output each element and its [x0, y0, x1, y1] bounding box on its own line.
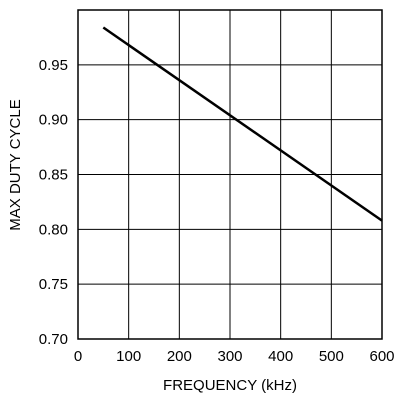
x-tick-label: 400 [268, 348, 293, 365]
x-tick-label: 600 [369, 348, 394, 365]
x-tick-label: 200 [167, 348, 192, 365]
y-tick-label: 0.90 [39, 112, 68, 129]
y-tick-label: 0.80 [39, 221, 68, 238]
x-tick-label: 0 [74, 348, 82, 365]
x-tick-label: 500 [319, 348, 344, 365]
y-tick-label: 0.85 [39, 167, 68, 184]
y-tick-label: 0.70 [39, 331, 68, 348]
y-axis-title: MAX DUTY CYCLE [7, 99, 24, 230]
plot-frame [77, 9, 383, 340]
y-tick-label: 0.95 [39, 57, 68, 74]
y-tick-labels: 0.70 0.75 0.80 0.85 0.90 0.95 [39, 57, 68, 348]
x-tick-label: 100 [116, 348, 141, 365]
max-duty-cycle-line [102, 26, 383, 222]
x-axis-title: FREQUENCY (kHz) [163, 377, 297, 394]
x-tick-label: 300 [217, 348, 242, 365]
series [102, 26, 383, 222]
y-tick-label: 0.75 [39, 276, 68, 293]
grid [77, 10, 383, 340]
x-tick-labels: 0 100 200 300 400 500 600 [74, 348, 395, 365]
